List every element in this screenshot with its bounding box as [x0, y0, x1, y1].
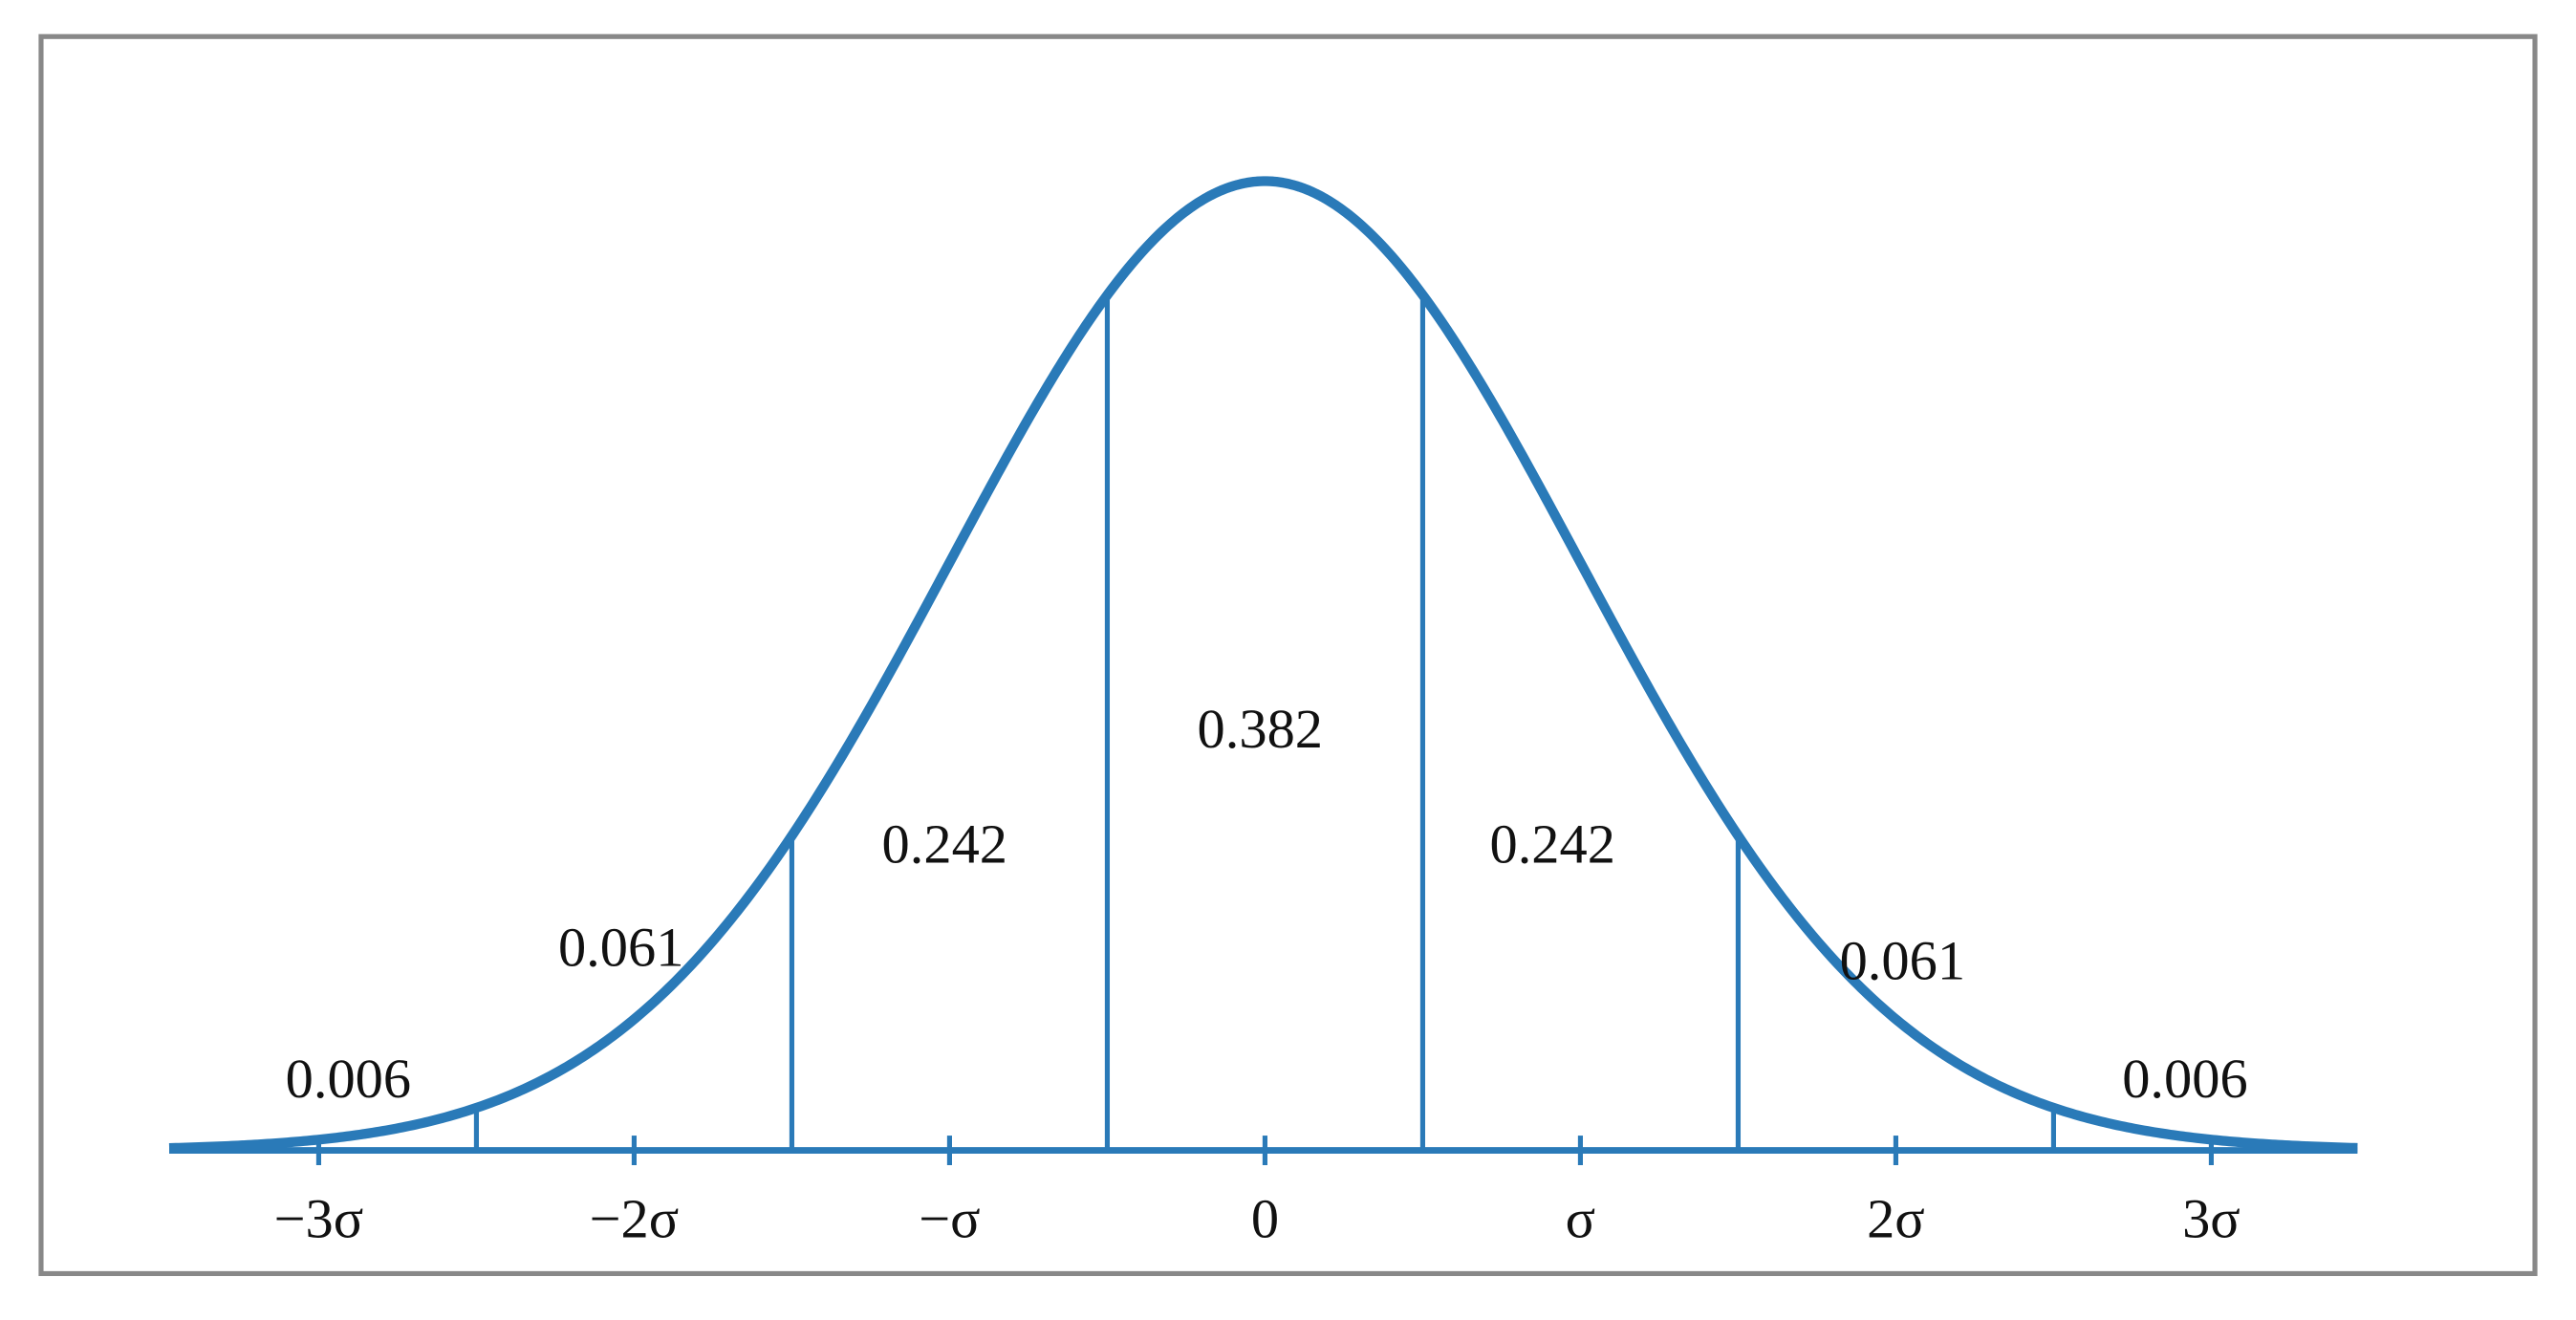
region-label: 0.382	[1198, 698, 1323, 760]
curve	[167, 176, 2360, 1154]
region-label: 0.242	[882, 812, 1007, 875]
frame	[38, 33, 2538, 1277]
region-label: 0.242	[1489, 812, 1614, 875]
region-label: 0.061	[558, 917, 683, 979]
region-label: 0.006	[286, 1048, 411, 1110]
axis-label: σ	[1566, 1187, 1596, 1249]
axis-label: 0	[1251, 1187, 1279, 1249]
marks: −3σ −2σ −σ 0 σ 2σ 3σ 0.006 0.061 0.242 0.382 0.242 0…	[167, 176, 2360, 1249]
axis-label: −σ	[919, 1187, 980, 1249]
axis-label: 2σ	[1867, 1187, 1925, 1249]
region-label: 0.061	[1840, 929, 1965, 991]
axis-label: −2σ	[590, 1187, 680, 1249]
region-label: 0.006	[2122, 1048, 2247, 1110]
axis-label: 3σ	[2182, 1187, 2240, 1249]
axis-label: −3σ	[274, 1187, 364, 1249]
